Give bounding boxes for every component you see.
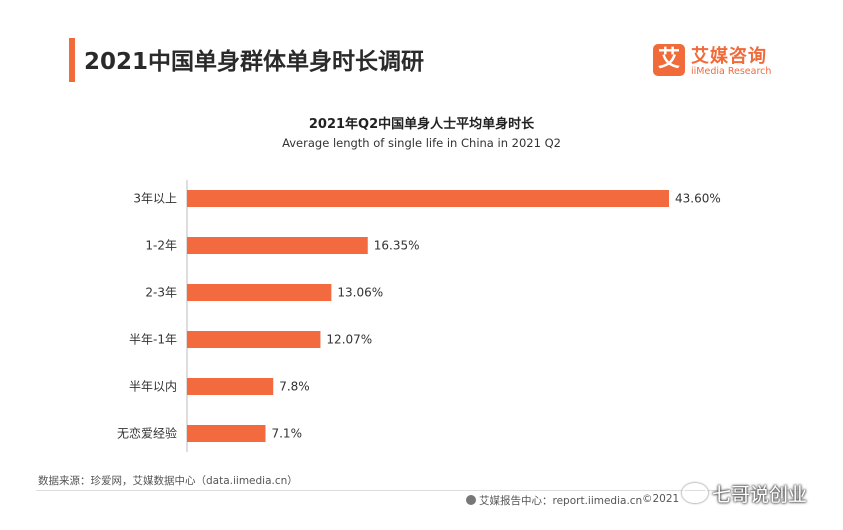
value-label: 13.06%: [337, 286, 383, 300]
bar-2: [187, 284, 332, 301]
category-label: 半年-1年: [129, 333, 177, 347]
copyright: ©2021: [642, 493, 680, 505]
page-title: 2021中国单身群体单身时长调研: [84, 49, 425, 75]
report-center-text: 艾媒报告中心：report.iimedia.cn: [479, 495, 643, 507]
chart-subtitle: Average length of single life in China i…: [282, 136, 561, 150]
watermark-text: 七哥说创业: [712, 484, 808, 506]
bar-0: [187, 190, 669, 207]
value-label: 12.07%: [326, 333, 372, 347]
value-label: 7.1%: [271, 427, 302, 441]
iimedia-logo: 艾 艾媒咨询 iiMedia Research: [653, 42, 793, 82]
report-icon: [466, 495, 476, 505]
category-label: 3年以上: [133, 192, 177, 206]
logo-name-cn: 艾媒咨询: [691, 46, 767, 67]
bar-4: [187, 378, 274, 395]
category-label: 2-3年: [145, 286, 177, 300]
bar-1: [187, 237, 368, 254]
category-label: 无恋爱经验: [117, 426, 177, 441]
data-source: 数据来源：珍爱网，艾媒数据中心（data.iimedia.cn）: [38, 475, 298, 487]
wechat-icon: [682, 483, 708, 503]
bar-3: [187, 331, 321, 348]
category-label: 半年以内: [129, 380, 177, 394]
logo-mark-icon: 艾: [653, 44, 685, 76]
value-label: 16.35%: [374, 239, 420, 253]
category-label: 1-2年: [145, 239, 177, 253]
logo-name-en: iiMedia Research: [691, 66, 772, 77]
chart-title: 2021年Q2中国单身人士平均单身时长: [308, 117, 535, 132]
watermark: 七哥说创业: [682, 480, 807, 508]
value-label: 7.8%: [279, 380, 310, 394]
value-label: 43.60%: [675, 192, 721, 206]
footer-divider: [36, 490, 806, 491]
title-accent-bar: [69, 38, 75, 82]
bar-5: [187, 425, 266, 442]
report-center: 艾媒报告中心：report.iimedia.cn: [466, 493, 642, 508]
bar-chart: 3年以上 43.60% 1-2年 16.35% 2-3年 13.06% 半年-1年 12.07…: [117, 180, 721, 452]
